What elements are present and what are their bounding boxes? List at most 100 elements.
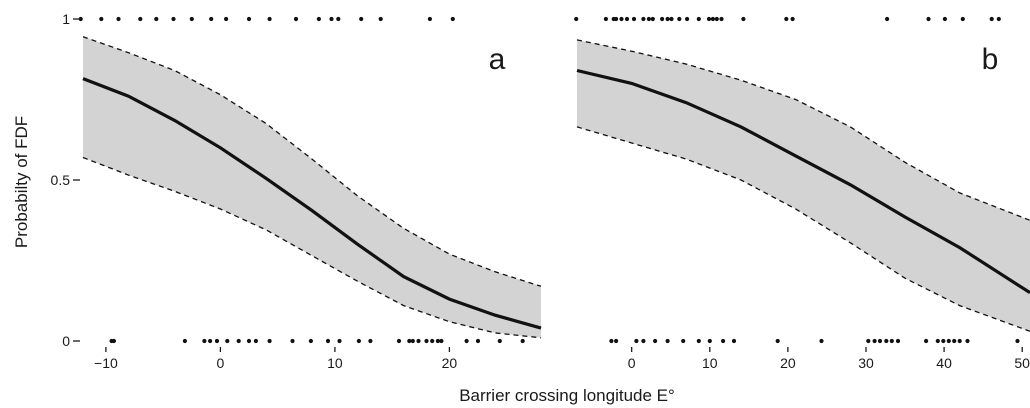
panel-a-x-ticks: −10 0 10 20 [94,347,457,371]
observation-point-no-fdf [731,338,737,344]
observation-point-fdf [677,16,682,22]
observation-point-fdf [685,16,690,22]
observation-point-fdf [614,16,619,22]
confidence-band [577,39,1030,332]
x-axis-title: Barrier crossing longitude E° [459,386,675,405]
observation-point-fdf [741,16,746,22]
observation-point-no-fdf [208,338,213,344]
observation-point-fdf [960,16,965,22]
observation-point-no-fdf [935,338,940,344]
panel-a-lines [82,36,542,339]
observation-point-fdf [989,16,994,22]
observation-point-fdf [714,16,719,22]
observation-point-fdf [427,16,432,22]
upper-ci-line [576,39,1030,221]
observation-point-no-fdf [1015,338,1020,344]
y-tick-label: 1 [62,11,70,27]
panel-b-lines [576,39,1030,332]
observation-point-no-fdf [410,338,415,344]
observation-point-fdf [116,16,121,22]
observation-point-no-fdf [439,338,444,344]
observation-point-fdf [926,16,931,22]
panel-a-band-group [83,36,541,338]
observation-point-no-fdf [924,338,929,344]
fitted-curve [82,77,542,330]
observation-point-no-fdf [609,338,614,344]
confidence-band [83,36,541,338]
observation-point-no-fdf [952,338,957,344]
observation-point-no-fdf [214,338,220,344]
observation-point-no-fdf [641,338,646,344]
observation-point-fdf [209,16,214,22]
observation-point-no-fdf [497,338,502,344]
observation-point-no-fdf [707,338,712,344]
observation-point-no-fdf [895,338,901,344]
x-tick-label: 40 [936,355,952,371]
observation-point-no-fdf [819,338,824,344]
lower-ci-line [82,156,542,339]
observation-point-fdf [696,16,701,22]
observation-point-fdf [316,16,321,22]
observation-point-no-fdf [614,338,619,344]
observation-point-fdf [665,16,670,22]
observation-point-no-fdf [475,338,481,344]
x-tick-label: −10 [94,355,118,371]
observation-point-no-fdf [368,338,373,344]
observation-point-no-fdf [337,338,342,344]
observation-point-no-fdf [290,338,295,344]
observation-point-fdf [996,16,1001,22]
observation-point-fdf [267,16,272,22]
panel-b-x-ticks: 0 10 20 30 40 50 [628,347,1030,371]
observation-point-no-fdf [957,338,962,344]
observation-point-fdf [790,16,795,22]
observation-point-fdf [574,16,579,22]
observation-point-fdf [329,16,334,22]
observation-point-no-fdf [941,338,946,344]
observation-point-fdf [885,16,890,22]
observation-point-fdf [710,16,716,22]
panel-b-observations [574,16,1020,344]
observation-point-no-fdf [775,338,780,344]
y-tick-label: 0.5 [51,172,71,188]
observation-point-no-fdf [435,338,440,344]
observation-point-no-fdf [877,338,883,344]
observation-point-no-fdf [396,338,402,344]
observation-point-no-fdf [965,338,970,344]
observation-point-fdf [138,16,143,22]
observation-point-no-fdf [665,338,670,344]
observation-point-no-fdf [634,338,639,344]
observation-point-no-fdf [236,338,241,344]
observation-point-fdf [154,16,159,22]
lower-ci-line [576,126,1030,332]
observation-point-fdf [359,16,364,22]
observation-point-no-fdf [866,338,871,344]
y-axis-ticks: 00.51 [51,11,80,349]
panel-label: a [489,43,506,76]
observation-point-fdf [189,16,194,22]
y-tick-label: 0 [62,333,70,349]
observation-point-no-fdf [464,338,469,344]
x-tick-label: 50 [1014,355,1030,371]
observation-point-no-fdf [424,338,429,344]
observation-point-no-fdf [267,338,272,344]
x-tick-label: 10 [327,355,343,371]
x-tick-label: 30 [858,355,874,371]
observation-point-fdf [603,16,609,22]
observation-point-fdf [624,16,630,22]
observation-point-no-fdf [182,338,187,344]
observation-point-no-fdf [653,338,658,344]
observation-point-fdf [171,16,176,22]
x-tick-label: 20 [780,355,796,371]
observation-point-no-fdf [253,338,258,344]
observation-point-no-fdf [111,338,116,344]
observation-point-fdf [619,16,624,22]
observation-point-fdf [450,16,455,22]
observation-point-fdf [719,16,724,22]
observation-point-fdf [660,16,665,22]
observation-point-no-fdf [884,338,889,344]
x-tick-label: 10 [702,355,718,371]
x-tick-label: 0 [628,355,636,371]
observation-point-no-fdf [308,338,313,344]
observation-point-no-fdf [872,338,877,344]
